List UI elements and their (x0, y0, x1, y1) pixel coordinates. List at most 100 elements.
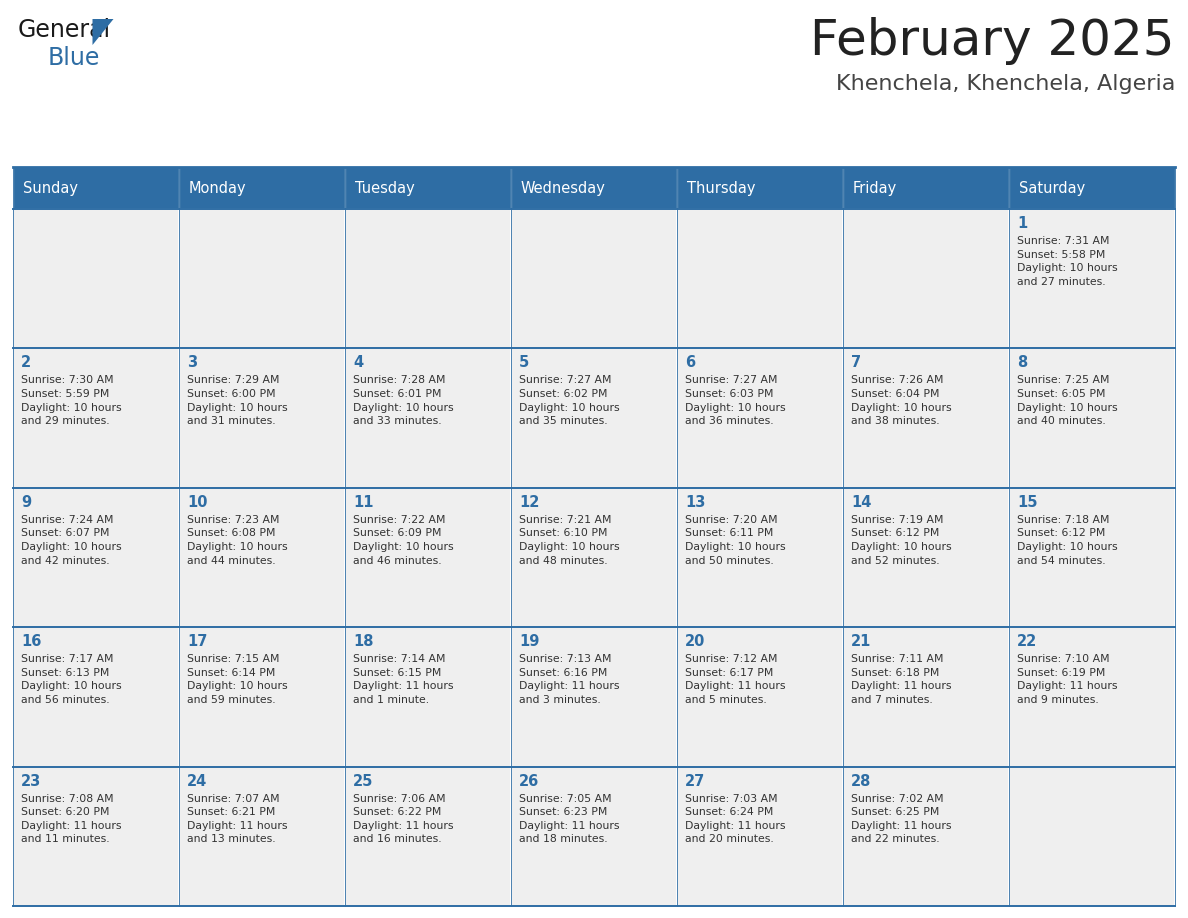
Text: February 2025: February 2025 (810, 17, 1175, 65)
Text: 6: 6 (685, 355, 695, 370)
Text: Sunrise: 7:06 AM
Sunset: 6:22 PM
Daylight: 11 hours
and 16 minutes.: Sunrise: 7:06 AM Sunset: 6:22 PM Dayligh… (353, 793, 454, 845)
Text: 26: 26 (519, 774, 539, 789)
Text: 13: 13 (685, 495, 706, 509)
Bar (843, 167, 1009, 209)
Text: 27: 27 (685, 774, 706, 789)
Bar (1009, 167, 1175, 209)
Bar (179, 627, 345, 767)
Text: Sunrise: 7:08 AM
Sunset: 6:20 PM
Daylight: 11 hours
and 11 minutes.: Sunrise: 7:08 AM Sunset: 6:20 PM Dayligh… (21, 793, 121, 845)
Text: 17: 17 (187, 634, 208, 649)
Bar (345, 767, 511, 906)
Text: 14: 14 (851, 495, 871, 509)
Bar (13, 167, 179, 209)
Bar (677, 487, 843, 627)
Text: 25: 25 (353, 774, 373, 789)
Text: 3: 3 (187, 355, 197, 370)
Bar (511, 209, 677, 349)
Bar (179, 349, 345, 487)
Text: 24: 24 (187, 774, 207, 789)
Text: Sunrise: 7:14 AM
Sunset: 6:15 PM
Daylight: 11 hours
and 1 minute.: Sunrise: 7:14 AM Sunset: 6:15 PM Dayligh… (353, 655, 454, 705)
Text: Sunrise: 7:13 AM
Sunset: 6:16 PM
Daylight: 11 hours
and 3 minutes.: Sunrise: 7:13 AM Sunset: 6:16 PM Dayligh… (519, 655, 619, 705)
Text: Tuesday: Tuesday (355, 181, 415, 196)
Text: 16: 16 (21, 634, 42, 649)
Bar (1009, 767, 1175, 906)
Bar (1009, 209, 1175, 349)
Bar (677, 209, 843, 349)
Bar (511, 167, 677, 209)
Bar (179, 767, 345, 906)
Bar (843, 487, 1009, 627)
Text: Saturday: Saturday (1019, 181, 1086, 196)
Text: 2: 2 (21, 355, 31, 370)
Polygon shape (93, 19, 114, 45)
Bar (179, 487, 345, 627)
Text: 21: 21 (851, 634, 871, 649)
Text: Sunrise: 7:17 AM
Sunset: 6:13 PM
Daylight: 10 hours
and 56 minutes.: Sunrise: 7:17 AM Sunset: 6:13 PM Dayligh… (21, 655, 121, 705)
Text: Sunrise: 7:22 AM
Sunset: 6:09 PM
Daylight: 10 hours
and 46 minutes.: Sunrise: 7:22 AM Sunset: 6:09 PM Dayligh… (353, 515, 454, 565)
Text: Khenchela, Khenchela, Algeria: Khenchela, Khenchela, Algeria (835, 74, 1175, 94)
Text: 10: 10 (187, 495, 208, 509)
Bar (677, 349, 843, 487)
Bar (677, 627, 843, 767)
Text: Sunrise: 7:20 AM
Sunset: 6:11 PM
Daylight: 10 hours
and 50 minutes.: Sunrise: 7:20 AM Sunset: 6:11 PM Dayligh… (685, 515, 785, 565)
Text: Sunrise: 7:30 AM
Sunset: 5:59 PM
Daylight: 10 hours
and 29 minutes.: Sunrise: 7:30 AM Sunset: 5:59 PM Dayligh… (21, 375, 121, 426)
Bar (13, 349, 179, 487)
Text: 4: 4 (353, 355, 364, 370)
Text: 8: 8 (1017, 355, 1028, 370)
Bar (345, 167, 511, 209)
Bar (345, 349, 511, 487)
Bar (511, 767, 677, 906)
Bar (1009, 627, 1175, 767)
Text: Sunrise: 7:29 AM
Sunset: 6:00 PM
Daylight: 10 hours
and 31 minutes.: Sunrise: 7:29 AM Sunset: 6:00 PM Dayligh… (187, 375, 287, 426)
Text: Sunrise: 7:02 AM
Sunset: 6:25 PM
Daylight: 11 hours
and 22 minutes.: Sunrise: 7:02 AM Sunset: 6:25 PM Dayligh… (851, 793, 952, 845)
Bar (13, 487, 179, 627)
Text: Thursday: Thursday (687, 181, 756, 196)
Text: Sunrise: 7:07 AM
Sunset: 6:21 PM
Daylight: 11 hours
and 13 minutes.: Sunrise: 7:07 AM Sunset: 6:21 PM Dayligh… (187, 793, 287, 845)
Text: General: General (18, 18, 112, 42)
Text: Sunrise: 7:12 AM
Sunset: 6:17 PM
Daylight: 11 hours
and 5 minutes.: Sunrise: 7:12 AM Sunset: 6:17 PM Dayligh… (685, 655, 785, 705)
Text: 7: 7 (851, 355, 861, 370)
Text: Sunrise: 7:15 AM
Sunset: 6:14 PM
Daylight: 10 hours
and 59 minutes.: Sunrise: 7:15 AM Sunset: 6:14 PM Dayligh… (187, 655, 287, 705)
Bar (345, 209, 511, 349)
Text: 15: 15 (1017, 495, 1037, 509)
Text: Sunrise: 7:10 AM
Sunset: 6:19 PM
Daylight: 11 hours
and 9 minutes.: Sunrise: 7:10 AM Sunset: 6:19 PM Dayligh… (1017, 655, 1118, 705)
Bar (843, 209, 1009, 349)
Text: Sunrise: 7:18 AM
Sunset: 6:12 PM
Daylight: 10 hours
and 54 minutes.: Sunrise: 7:18 AM Sunset: 6:12 PM Dayligh… (1017, 515, 1118, 565)
Text: Sunrise: 7:21 AM
Sunset: 6:10 PM
Daylight: 10 hours
and 48 minutes.: Sunrise: 7:21 AM Sunset: 6:10 PM Dayligh… (519, 515, 620, 565)
Text: 9: 9 (21, 495, 31, 509)
Text: 5: 5 (519, 355, 529, 370)
Bar (511, 627, 677, 767)
Text: Sunday: Sunday (23, 181, 78, 196)
Bar (13, 209, 179, 349)
Text: Sunrise: 7:11 AM
Sunset: 6:18 PM
Daylight: 11 hours
and 7 minutes.: Sunrise: 7:11 AM Sunset: 6:18 PM Dayligh… (851, 655, 952, 705)
Bar (179, 209, 345, 349)
Text: 1: 1 (1017, 216, 1028, 231)
Text: Monday: Monday (189, 181, 247, 196)
Text: Sunrise: 7:26 AM
Sunset: 6:04 PM
Daylight: 10 hours
and 38 minutes.: Sunrise: 7:26 AM Sunset: 6:04 PM Dayligh… (851, 375, 952, 426)
Text: Sunrise: 7:05 AM
Sunset: 6:23 PM
Daylight: 11 hours
and 18 minutes.: Sunrise: 7:05 AM Sunset: 6:23 PM Dayligh… (519, 793, 619, 845)
Bar (511, 349, 677, 487)
Bar (843, 349, 1009, 487)
Text: Sunrise: 7:27 AM
Sunset: 6:02 PM
Daylight: 10 hours
and 35 minutes.: Sunrise: 7:27 AM Sunset: 6:02 PM Dayligh… (519, 375, 620, 426)
Text: 20: 20 (685, 634, 706, 649)
Text: 12: 12 (519, 495, 539, 509)
Text: 18: 18 (353, 634, 373, 649)
Text: Sunrise: 7:27 AM
Sunset: 6:03 PM
Daylight: 10 hours
and 36 minutes.: Sunrise: 7:27 AM Sunset: 6:03 PM Dayligh… (685, 375, 785, 426)
Text: 28: 28 (851, 774, 871, 789)
Text: Sunrise: 7:31 AM
Sunset: 5:58 PM
Daylight: 10 hours
and 27 minutes.: Sunrise: 7:31 AM Sunset: 5:58 PM Dayligh… (1017, 236, 1118, 286)
Text: 11: 11 (353, 495, 373, 509)
Bar (677, 167, 843, 209)
Text: Wednesday: Wednesday (522, 181, 606, 196)
Text: Sunrise: 7:28 AM
Sunset: 6:01 PM
Daylight: 10 hours
and 33 minutes.: Sunrise: 7:28 AM Sunset: 6:01 PM Dayligh… (353, 375, 454, 426)
Bar (345, 627, 511, 767)
Text: Blue: Blue (48, 46, 100, 70)
Text: Sunrise: 7:03 AM
Sunset: 6:24 PM
Daylight: 11 hours
and 20 minutes.: Sunrise: 7:03 AM Sunset: 6:24 PM Dayligh… (685, 793, 785, 845)
Bar (511, 487, 677, 627)
Bar (843, 627, 1009, 767)
Bar (1009, 487, 1175, 627)
Bar (179, 167, 345, 209)
Text: 19: 19 (519, 634, 539, 649)
Bar (843, 767, 1009, 906)
Bar (13, 767, 179, 906)
Bar (345, 487, 511, 627)
